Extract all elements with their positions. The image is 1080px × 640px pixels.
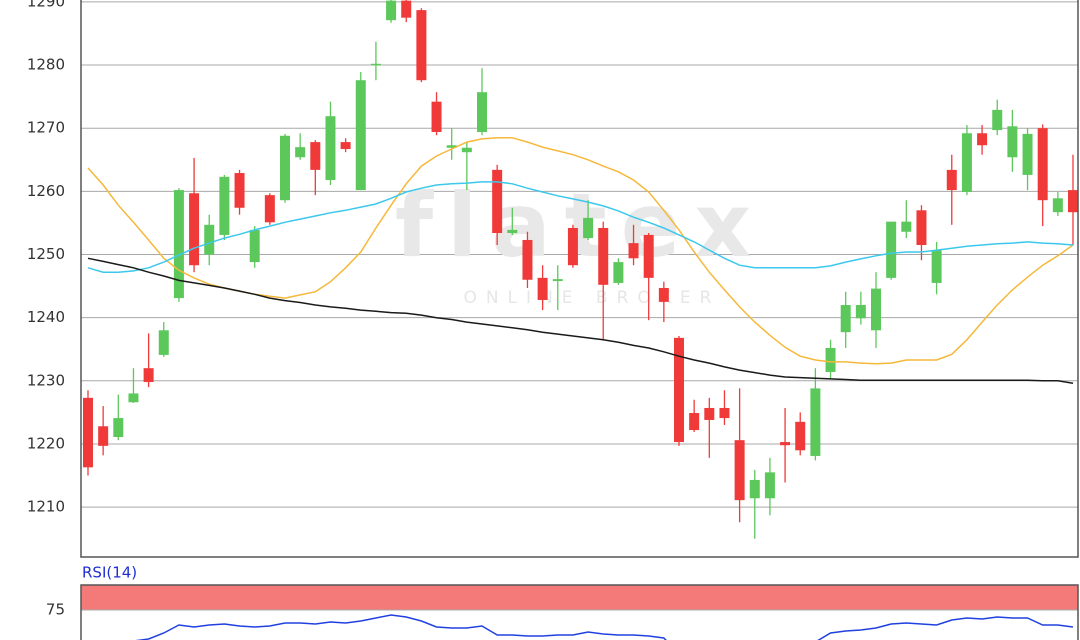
candle-body bbox=[477, 92, 487, 132]
plot-frame bbox=[80, 0, 1079, 558]
candle-body bbox=[719, 407, 730, 419]
axes: 1210 1220 1230 1240 1250 1260 1270 1280 1290 RSI(… bbox=[27, 0, 1079, 640]
candle-body bbox=[189, 193, 200, 266]
y-tick-label: 1260 bbox=[27, 182, 65, 200]
y-tick-label: 1210 bbox=[27, 498, 65, 516]
candle-body bbox=[401, 0, 412, 18]
y-tick-label: 1230 bbox=[27, 371, 65, 389]
candle-body bbox=[946, 169, 957, 191]
candle-body bbox=[158, 330, 169, 355]
candle-body bbox=[840, 305, 851, 333]
moving-average-line bbox=[87, 181, 1074, 273]
candle-body bbox=[704, 407, 715, 420]
candle-body bbox=[613, 262, 624, 283]
candle-body bbox=[507, 229, 518, 234]
candle-body bbox=[280, 135, 290, 201]
candle-body bbox=[113, 418, 124, 438]
candle-body bbox=[780, 442, 791, 446]
candle-body bbox=[83, 397, 93, 468]
candle-body bbox=[871, 288, 881, 331]
candle-body bbox=[931, 250, 942, 283]
candle-body bbox=[643, 234, 654, 278]
candle-body bbox=[386, 0, 397, 21]
candle-body bbox=[734, 440, 745, 501]
candle-body bbox=[492, 169, 503, 234]
price-panel: flatex ONLINE BROKER bbox=[81, 0, 1078, 539]
candle-body bbox=[355, 80, 366, 191]
candle-body bbox=[370, 63, 381, 66]
candle-body bbox=[810, 388, 821, 456]
candle-body bbox=[961, 133, 972, 192]
candle-body bbox=[825, 347, 836, 372]
candle-body bbox=[567, 227, 578, 266]
candle-body bbox=[234, 173, 245, 208]
candle-body bbox=[128, 393, 139, 403]
candle-body bbox=[522, 239, 533, 280]
candle-body bbox=[552, 279, 563, 282]
candle-body bbox=[173, 190, 184, 299]
candle-body bbox=[98, 426, 109, 446]
candle-body bbox=[689, 413, 700, 431]
moving-average-line bbox=[87, 257, 1074, 385]
candle-body bbox=[310, 142, 321, 170]
candle-body bbox=[143, 368, 154, 383]
y-tick-label: 1220 bbox=[27, 434, 65, 452]
candle-body bbox=[795, 421, 806, 451]
candle-body bbox=[658, 287, 669, 302]
candle-body bbox=[416, 10, 427, 81]
panel-title: RSI(14) bbox=[82, 564, 137, 582]
candle-body bbox=[431, 101, 442, 132]
candle-body bbox=[264, 195, 275, 223]
candle-body bbox=[204, 224, 215, 255]
candle-body bbox=[1068, 190, 1078, 213]
candle-body bbox=[583, 217, 594, 239]
y-tick-label: 1290 bbox=[27, 0, 65, 10]
candle-body bbox=[219, 176, 230, 235]
candle-body bbox=[674, 337, 684, 443]
y-tick-label: 1280 bbox=[27, 56, 65, 74]
candle-body bbox=[855, 305, 866, 319]
candle-body bbox=[446, 145, 457, 148]
watermark-tagline: ONLINE BROKER bbox=[463, 288, 720, 308]
candle-body bbox=[886, 221, 897, 278]
candle-body bbox=[1052, 198, 1063, 213]
panel-frame bbox=[80, 584, 1079, 640]
candle-body bbox=[461, 147, 472, 153]
candle-body bbox=[1007, 126, 1018, 158]
candle-body bbox=[749, 479, 760, 499]
candle-body bbox=[249, 229, 260, 263]
candle-body bbox=[1037, 128, 1048, 201]
candle-body bbox=[916, 210, 927, 246]
y-tick-label: 75 bbox=[46, 601, 65, 619]
candle-body bbox=[598, 227, 609, 285]
candle-body bbox=[764, 472, 775, 499]
watermark-logo: flatex bbox=[395, 174, 765, 277]
y-tick-label: 1270 bbox=[27, 119, 65, 137]
candle-body bbox=[992, 109, 1003, 131]
candle-body bbox=[340, 142, 351, 150]
overbought-band bbox=[81, 585, 1078, 610]
y-tick-label: 1240 bbox=[27, 308, 65, 326]
candle-body bbox=[295, 147, 306, 158]
candle-body bbox=[1022, 133, 1033, 175]
candle-body bbox=[628, 243, 639, 259]
candle-body bbox=[537, 277, 548, 300]
y-tick-label: 1250 bbox=[27, 245, 65, 263]
rsi-line bbox=[135, 614, 1074, 640]
candle-body bbox=[901, 221, 912, 232]
candle-body bbox=[977, 133, 988, 146]
rsi-panel bbox=[81, 585, 1078, 640]
candle-body bbox=[325, 116, 336, 180]
